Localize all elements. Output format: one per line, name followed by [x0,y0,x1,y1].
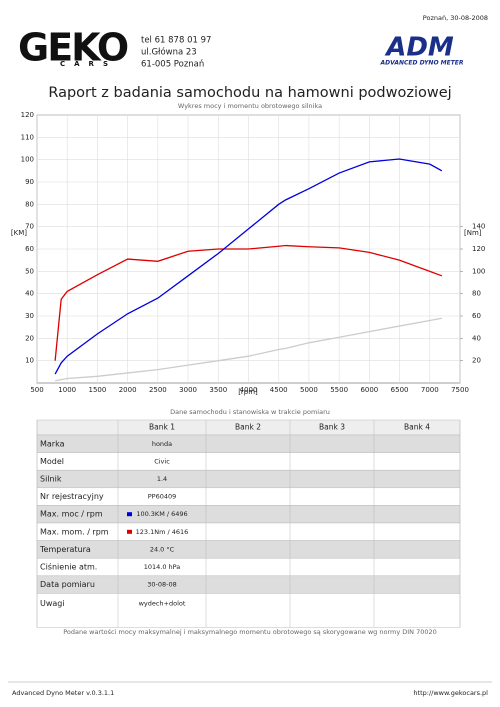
row-value: 1014.0 hPa [144,563,181,571]
x-tick-label: 500 [30,386,43,394]
column-header: Bank 4 [404,423,430,432]
adm-logo: ADM [384,33,454,63]
x-tick-label: 6000 [360,386,378,394]
row-label: Temperatura [39,545,91,554]
y-tick-label: 50 [25,267,34,275]
series-line [54,244,443,361]
row-label: Ciśnienie atm. [40,562,97,572]
adm-logo-sub: ADVANCED DYNO METER [379,60,463,67]
report-date: Poznań, 30-08-2008 [423,14,488,22]
y-tick-label: 80 [25,200,34,208]
series-line [54,158,443,375]
row-value: Civic [154,457,170,465]
y-tick-label: 30 [25,312,34,320]
x-tick-label: 2500 [149,386,167,394]
y-tick-label: 10 [25,357,34,365]
series-marker [127,529,132,534]
table-row-bg [36,575,461,594]
table-row-bg [36,540,461,559]
y-axis-label: [KM] [11,229,27,237]
row-label: Data pomiaru [40,580,95,589]
row-value: 30-08-08 [147,581,177,589]
x-tick-label: 3000 [179,386,197,394]
column-header: Bank 1 [149,423,175,432]
x-tick-label: 5500 [330,386,348,394]
table-caption: Dane samochodu i stanowiska w trakcie po… [170,408,330,416]
y2-tick-label: 120 [472,245,485,253]
series-line [55,317,442,382]
y-tick-label: 20 [25,334,34,342]
y2-tick-label: 100 [472,267,485,275]
footer-left: Advanced Dyno Meter v.0.3.1.1 [12,689,114,697]
contact-line: 61-005 Poznań [141,60,204,70]
table-row-bg [36,452,461,471]
series-marker [127,512,132,517]
y2-tick-label: 80 [472,290,481,298]
y-tick-label: 70 [25,223,34,231]
y-tick-label: 90 [25,178,34,186]
row-value: 1.4 [157,475,167,483]
row-value: honda [152,440,172,448]
logo-sub: CARS [60,60,117,68]
table-row-bg [36,469,461,489]
footer-right: http://www.gekocars.pl [413,689,488,697]
row-label: Max. moc / rpm [40,510,103,519]
x-tick-label: 4000 [240,386,258,394]
table-row-bg [36,434,461,453]
y2-axis-label: [Nm] [464,229,482,237]
table-row-bg [36,557,461,577]
y-tick-label: 60 [25,245,34,253]
table-note: Podane wartości mocy maksymalnej i maksy… [63,628,437,636]
x-axis-label: [rpm] [238,388,258,396]
row-label: Marka [40,439,65,448]
row-label: Model [40,457,64,466]
chart-title: Raport z badania samochodu na hamowni po… [48,85,451,101]
row-value: 24.0 °C [150,545,175,553]
row-label: Max. mom. / rpm [40,527,109,536]
y2-tick-label: 140 [472,223,485,231]
contact-line: ul.Główna 23 [141,47,197,58]
x-tick-label: 1000 [58,386,76,394]
x-tick-label: 4500 [270,386,288,394]
x-tick-label: 5000 [300,386,318,394]
row-label: Nr rejestracyjny [40,492,104,501]
x-tick-label: 1500 [89,386,107,394]
x-tick-label: 6500 [391,386,409,394]
y2-tick-label: 60 [472,312,481,320]
row-value: PP60409 [148,493,177,501]
table-row-bg [36,593,461,628]
y-tick-label: 40 [25,290,34,298]
x-tick-label: 2000 [119,386,137,394]
y-tick-label: 110 [21,133,34,141]
contact-line: tel 61 878 01 97 [141,36,211,46]
row-label: Uwagi [40,599,65,608]
y-tick-label: 120 [21,111,34,119]
x-tick-label: 7000 [421,386,439,394]
y2-tick-label: 20 [472,357,481,365]
row-label: Silnik [40,475,62,484]
x-tick-label: 3500 [209,386,227,394]
chart-subtitle: Wykres mocy i momentu obrotowego silnika [178,102,322,110]
y2-tick-label: 40 [472,334,481,342]
row-value: 123.1Nm / 4616 [136,528,189,536]
row-value: wydech+dolot [139,599,186,607]
row-value: 100.3KM / 6496 [136,510,187,518]
column-header: Bank 2 [235,423,261,432]
x-tick-label: 7500 [451,386,469,394]
logo-main: GEKO [18,26,128,70]
y-tick-label: 100 [21,156,34,164]
column-header: Bank 3 [319,423,345,432]
